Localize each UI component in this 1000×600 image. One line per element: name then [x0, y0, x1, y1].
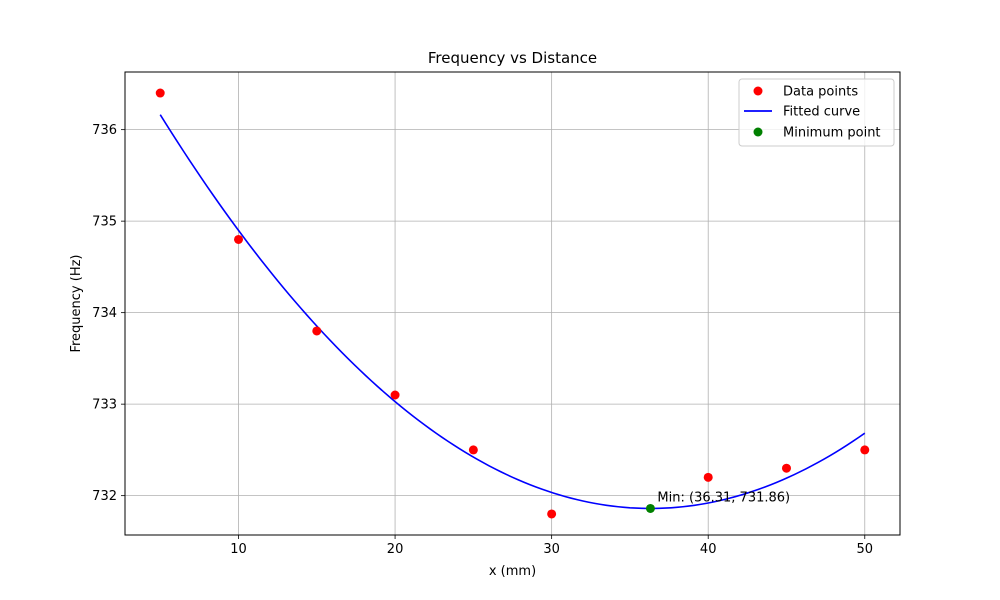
y-tick-label: 735 [92, 215, 117, 230]
x-tick-label: 10 [230, 542, 247, 557]
x-tick-label: 30 [543, 542, 560, 557]
data-points-marker [155, 88, 165, 98]
chart-title: Frequency vs Distance [428, 49, 597, 67]
y-tick-label: 733 [92, 398, 117, 413]
points-layer [155, 88, 870, 519]
x-tick-label: 50 [856, 542, 873, 557]
x-tick-label: 40 [700, 542, 717, 557]
y-tick-label: 734 [92, 306, 117, 321]
legend-marker-minimum-point [753, 127, 763, 137]
data-points-marker [703, 472, 713, 482]
data-points-marker [234, 234, 244, 244]
min-annotation: Min: (36.31, 731.86) [657, 490, 790, 505]
y-axis-label: Frequency (Hz) [69, 254, 84, 352]
data-points-marker [860, 445, 870, 455]
legend-label-fitted-curve: Fitted curve [783, 105, 860, 120]
fitted-curve-layer [159, 114, 866, 510]
legend-marker-data-points [753, 86, 763, 96]
axis-ticks: 10 20 30 40 50 732 733 734 735 736 [92, 123, 873, 557]
x-axis-label: x (mm) [489, 564, 536, 579]
data-points-marker [781, 463, 791, 473]
y-tick-label: 732 [92, 489, 117, 504]
data-points-marker [468, 445, 478, 455]
x-tick-label: 20 [387, 542, 404, 557]
y-tick-label: 736 [92, 123, 117, 138]
data-points-marker [547, 509, 557, 519]
legend-box [738, 78, 895, 147]
fitted-curve-line [159, 114, 866, 510]
legend-label-data-points: Data points [783, 85, 858, 100]
legend: Data points Fitted curve Minimum point [738, 78, 895, 147]
plot-frame [124, 71, 901, 536]
data-points-marker [390, 390, 400, 400]
minimum-point-marker [645, 503, 655, 513]
legend-label-minimum-point: Minimum point [783, 126, 881, 141]
data-points-marker [312, 326, 322, 336]
